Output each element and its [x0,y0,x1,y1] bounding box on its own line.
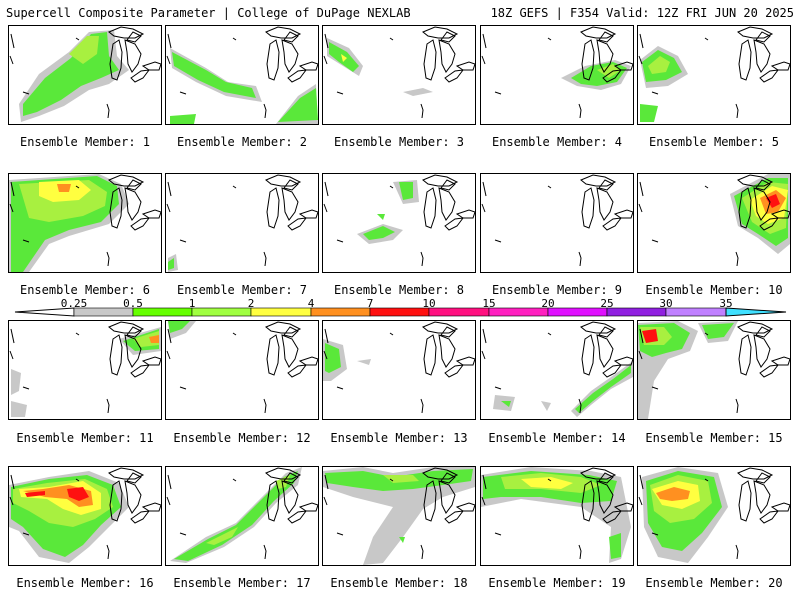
ensemble-member-label: Ensemble Member: 14 [488,431,626,445]
ensemble-map [638,26,790,122]
colorbar-segment [428,307,490,317]
ensemble-member-label: Ensemble Member: 12 [173,431,311,445]
map-title: Supercell Composite Parameter | College … [6,6,411,20]
ensemble-panel [637,25,791,125]
ensemble-map [9,174,161,272]
colorbar-segment [606,307,667,317]
ensemble-panel [8,25,162,125]
ensemble-member-label: Ensemble Member: 2 [176,135,308,149]
ensemble-member-label: Ensemble Member: 15 [645,431,783,445]
ensemble-member-label: Ensemble Member: 16 [16,576,154,590]
ensemble-panel [8,466,162,566]
valid-time: 18Z GEFS | F354 Valid: 12Z FRI JUN 20 20… [490,6,794,20]
ensemble-member-label: Ensemble Member: 9 [491,283,623,297]
ensemble-panel [165,25,319,125]
ensemble-panel [322,173,476,273]
ensemble-panel [322,320,476,420]
ensemble-panel [480,320,634,420]
ensemble-member-label: Ensemble Member: 3 [333,135,465,149]
ensemble-map [638,321,790,419]
ensemble-member-label: Ensemble Member: 17 [173,576,311,590]
ensemble-map [481,467,633,563]
ensemble-member-label: Ensemble Member: 1 [19,135,151,149]
ensemble-member-label: Ensemble Member: 5 [648,135,780,149]
ensemble-panel [165,173,319,273]
ensemble-panel [8,173,162,273]
ensemble-map [638,467,790,563]
ensemble-panel [322,466,476,566]
ensemble-map [323,467,475,565]
ensemble-map [638,174,790,267]
ensemble-panel [165,466,319,566]
ensemble-map [323,26,475,119]
colorbar-segment [310,307,371,317]
ensemble-map [9,321,161,417]
ensemble-panel [480,173,634,273]
ensemble-map [166,321,318,414]
colorbar-over-arrow [725,307,787,317]
ensemble-member-label: Ensemble Member: 7 [176,283,308,297]
ensemble-member-label: Ensemble Member: 6 [19,283,151,297]
ensemble-panel [322,25,476,125]
colorbar-segment [369,307,430,317]
ensemble-panel [165,320,319,420]
colorbar-segment [547,307,608,317]
ensemble-panel [480,25,634,125]
colorbar-tick-label: 1 [188,297,196,310]
colorbar-tick-label: 7 [366,297,374,310]
ensemble-panel [637,466,791,566]
ensemble-panel [480,466,634,566]
ensemble-map [166,26,318,124]
ensemble-map [481,321,633,417]
colorbar-tick-label: 20 [541,297,555,310]
colorbar-tick-label: 30 [659,297,673,310]
colorbar-segment [191,307,252,317]
ensemble-map [166,467,318,563]
ensemble-member-label: Ensemble Member: 19 [488,576,626,590]
ensemble-member-label: Ensemble Member: 20 [645,576,783,590]
colorbar-tick-label: 4 [307,297,315,310]
ensemble-panel [8,320,162,420]
ensemble-member-label: Ensemble Member: 8 [333,283,465,297]
colorbar-tick-label: 10 [422,297,436,310]
ensemble-panel [637,173,791,273]
colorbar-tick-label: 35 [719,297,733,310]
ensemble-member-label: Ensemble Member: 13 [330,431,468,445]
ensemble-map [481,26,633,119]
colorbar-tick-label: 25 [600,297,614,310]
colorbar-segment [250,307,312,317]
ensemble-member-label: Ensemble Member: 4 [491,135,623,149]
colorbar-tick-label: 2 [247,297,255,310]
ensemble-map [323,321,475,414]
ensemble-map [323,174,475,267]
ensemble-map [9,26,161,122]
ensemble-member-label: Ensemble Member: 10 [645,283,783,297]
colorbar-segment [665,307,727,317]
ensemble-member-label: Ensemble Member: 18 [330,576,468,590]
ensemble-map [481,174,633,267]
ensemble-panel [637,320,791,420]
colorbar-tick-label: 15 [482,297,496,310]
ensemble-map [9,467,161,563]
colorbar-tick-label: 0.25 [60,297,88,310]
ensemble-member-label: Ensemble Member: 11 [16,431,154,445]
ensemble-map [166,174,318,272]
colorbar-segment [488,307,549,317]
colorbar-tick-label: 0.5 [123,297,143,310]
